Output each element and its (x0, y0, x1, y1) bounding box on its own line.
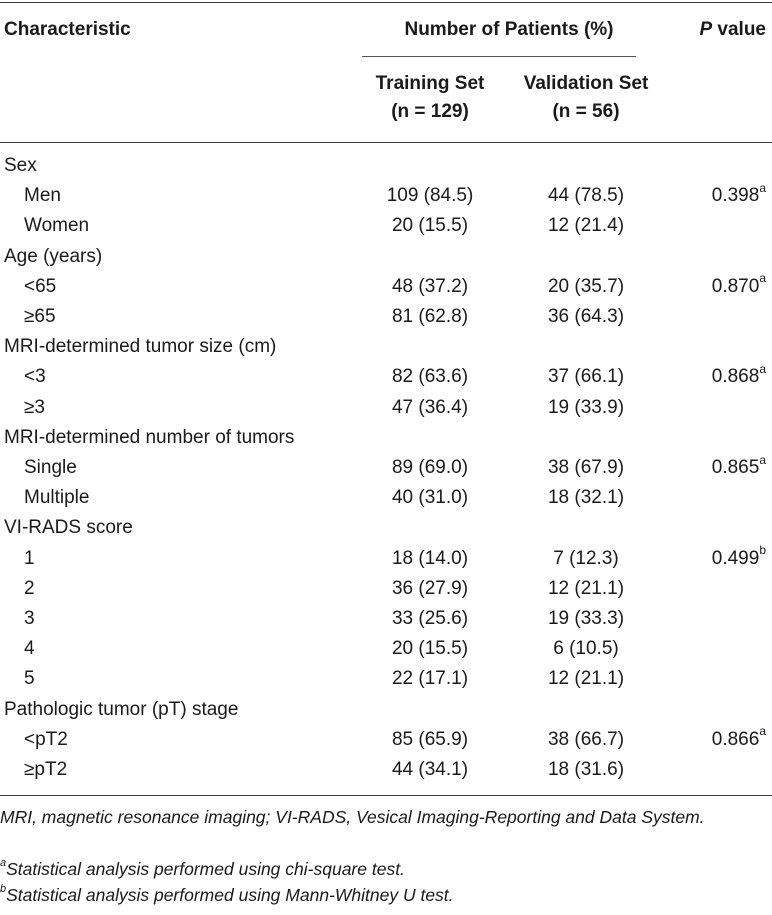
row-sublabel: <pT2 (24, 728, 68, 750)
row-group-label: Age (years) (4, 245, 103, 267)
validation-value: 20 (35.7) (547, 275, 625, 297)
footnote-b: bStatistical analysis performed using Ma… (0, 883, 772, 907)
header-characteristic: Characteristic (4, 19, 131, 40)
p-value-number: 0.499 (711, 547, 760, 569)
training-value: 47 (36.4) (391, 396, 469, 418)
validation-value: 38 (66.7) (547, 728, 625, 750)
row-sublabel: Women (24, 215, 90, 237)
validation-value: 12 (21.1) (547, 577, 625, 599)
p-value: 0.499b (640, 544, 766, 570)
header-validation-n: (n = 56) (552, 101, 620, 122)
header-bottom-rule (0, 142, 772, 143)
training-value: 36 (27.9) (391, 577, 469, 599)
p-value-footnote-marker: a (759, 452, 766, 467)
footnote-a-marker: a (0, 857, 7, 870)
row-group-label: VI-RADS score (4, 517, 133, 539)
row-sublabel: 2 (24, 577, 35, 599)
p-value-number: 0.398 (711, 185, 760, 207)
p-value-footnote-marker: a (759, 271, 766, 286)
row-sublabel: <3 (24, 366, 46, 388)
footnote-a-text: Statistical analysis performed using chi… (6, 859, 405, 879)
row-sublabel: Single (24, 457, 77, 478)
training-value: 109 (84.5) (386, 185, 474, 207)
validation-value: 44 (78.5) (547, 185, 625, 207)
training-value: 33 (25.6) (391, 608, 469, 629)
header-training-n: (n = 129) (391, 101, 469, 122)
row-group-label: Pathologic tumor (pT) stage (4, 698, 239, 720)
p-value: 0.870a (640, 272, 766, 298)
training-value: 81 (62.8) (391, 306, 469, 327)
row-group-label: MRI-determined number of tumors (4, 426, 295, 448)
training-value: 89 (69.0) (391, 457, 469, 478)
training-value: 20 (15.5) (391, 638, 469, 660)
header-training-set: Training Set (375, 73, 485, 94)
row-group-label: MRI-determined tumor size (cm) (4, 336, 277, 358)
training-value: 85 (65.9) (391, 728, 469, 750)
spanner-rule (362, 56, 636, 57)
header-p-italic: P (699, 19, 713, 40)
training-value: 18 (14.0) (391, 547, 469, 569)
row-sublabel: Multiple (24, 487, 90, 509)
training-value: 82 (63.6) (391, 366, 469, 388)
row-sublabel: <65 (24, 275, 57, 297)
training-value: 44 (34.1) (391, 759, 469, 780)
top-rule (0, 2, 772, 3)
footnote-b-marker: b (0, 883, 7, 896)
footnote-b-text: Statistical analysis performed using Man… (6, 885, 454, 905)
p-value-number: 0.868 (711, 366, 760, 388)
validation-value: 19 (33.9) (547, 396, 625, 418)
p-value-footnote-marker: b (759, 543, 766, 558)
validation-value: 7 (12.3) (553, 547, 619, 569)
p-value-number: 0.870 (711, 275, 760, 297)
validation-value: 19 (33.3) (547, 608, 625, 629)
row-sublabel: 1 (24, 547, 35, 569)
p-value-footnote-marker: a (759, 362, 766, 377)
p-value-number: 0.866 (711, 728, 760, 750)
row-sublabel: ≥pT2 (24, 759, 68, 780)
validation-value: 38 (67.9) (547, 457, 625, 478)
training-value: 22 (17.1) (391, 668, 469, 690)
validation-value: 37 (66.1) (547, 366, 625, 388)
validation-value: 36 (64.3) (547, 306, 625, 327)
validation-value: 12 (21.1) (547, 668, 625, 690)
header-p-rest: value (712, 19, 766, 40)
p-value: 0.865a (640, 454, 766, 479)
header-validation-set: Validation Set (523, 73, 649, 94)
row-sublabel: ≥65 (24, 306, 56, 327)
header-p-value: P value (660, 19, 766, 41)
bottom-rule (0, 795, 772, 796)
validation-value: 6 (10.5) (553, 638, 619, 660)
p-value: 0.398a (640, 182, 766, 207)
validation-value: 18 (32.1) (547, 487, 625, 509)
row-sublabel: Men (24, 185, 61, 207)
row-sublabel: 3 (24, 608, 35, 629)
row-sublabel: 4 (24, 638, 35, 660)
p-value: 0.868a (640, 363, 766, 388)
header-number-of-patients: Number of Patients (%) (404, 19, 614, 40)
p-value-number: 0.865 (711, 457, 760, 478)
footnote-abbreviations: MRI, magnetic resonance imaging; VI-RADS… (0, 807, 705, 827)
validation-value: 18 (31.6) (547, 759, 625, 780)
training-value: 40 (31.0) (391, 487, 469, 509)
p-value-footnote-marker: a (759, 180, 766, 195)
p-value-footnote-marker: a (759, 724, 766, 739)
validation-value: 12 (21.4) (547, 215, 625, 237)
training-value: 48 (37.2) (391, 275, 469, 297)
row-group-label: Sex (4, 155, 37, 176)
training-value: 20 (15.5) (391, 215, 469, 237)
p-value: 0.866a (640, 725, 766, 751)
row-sublabel: 5 (24, 668, 35, 690)
footnote-a: aStatistical analysis performed using ch… (0, 857, 772, 881)
row-sublabel: ≥3 (24, 396, 45, 418)
